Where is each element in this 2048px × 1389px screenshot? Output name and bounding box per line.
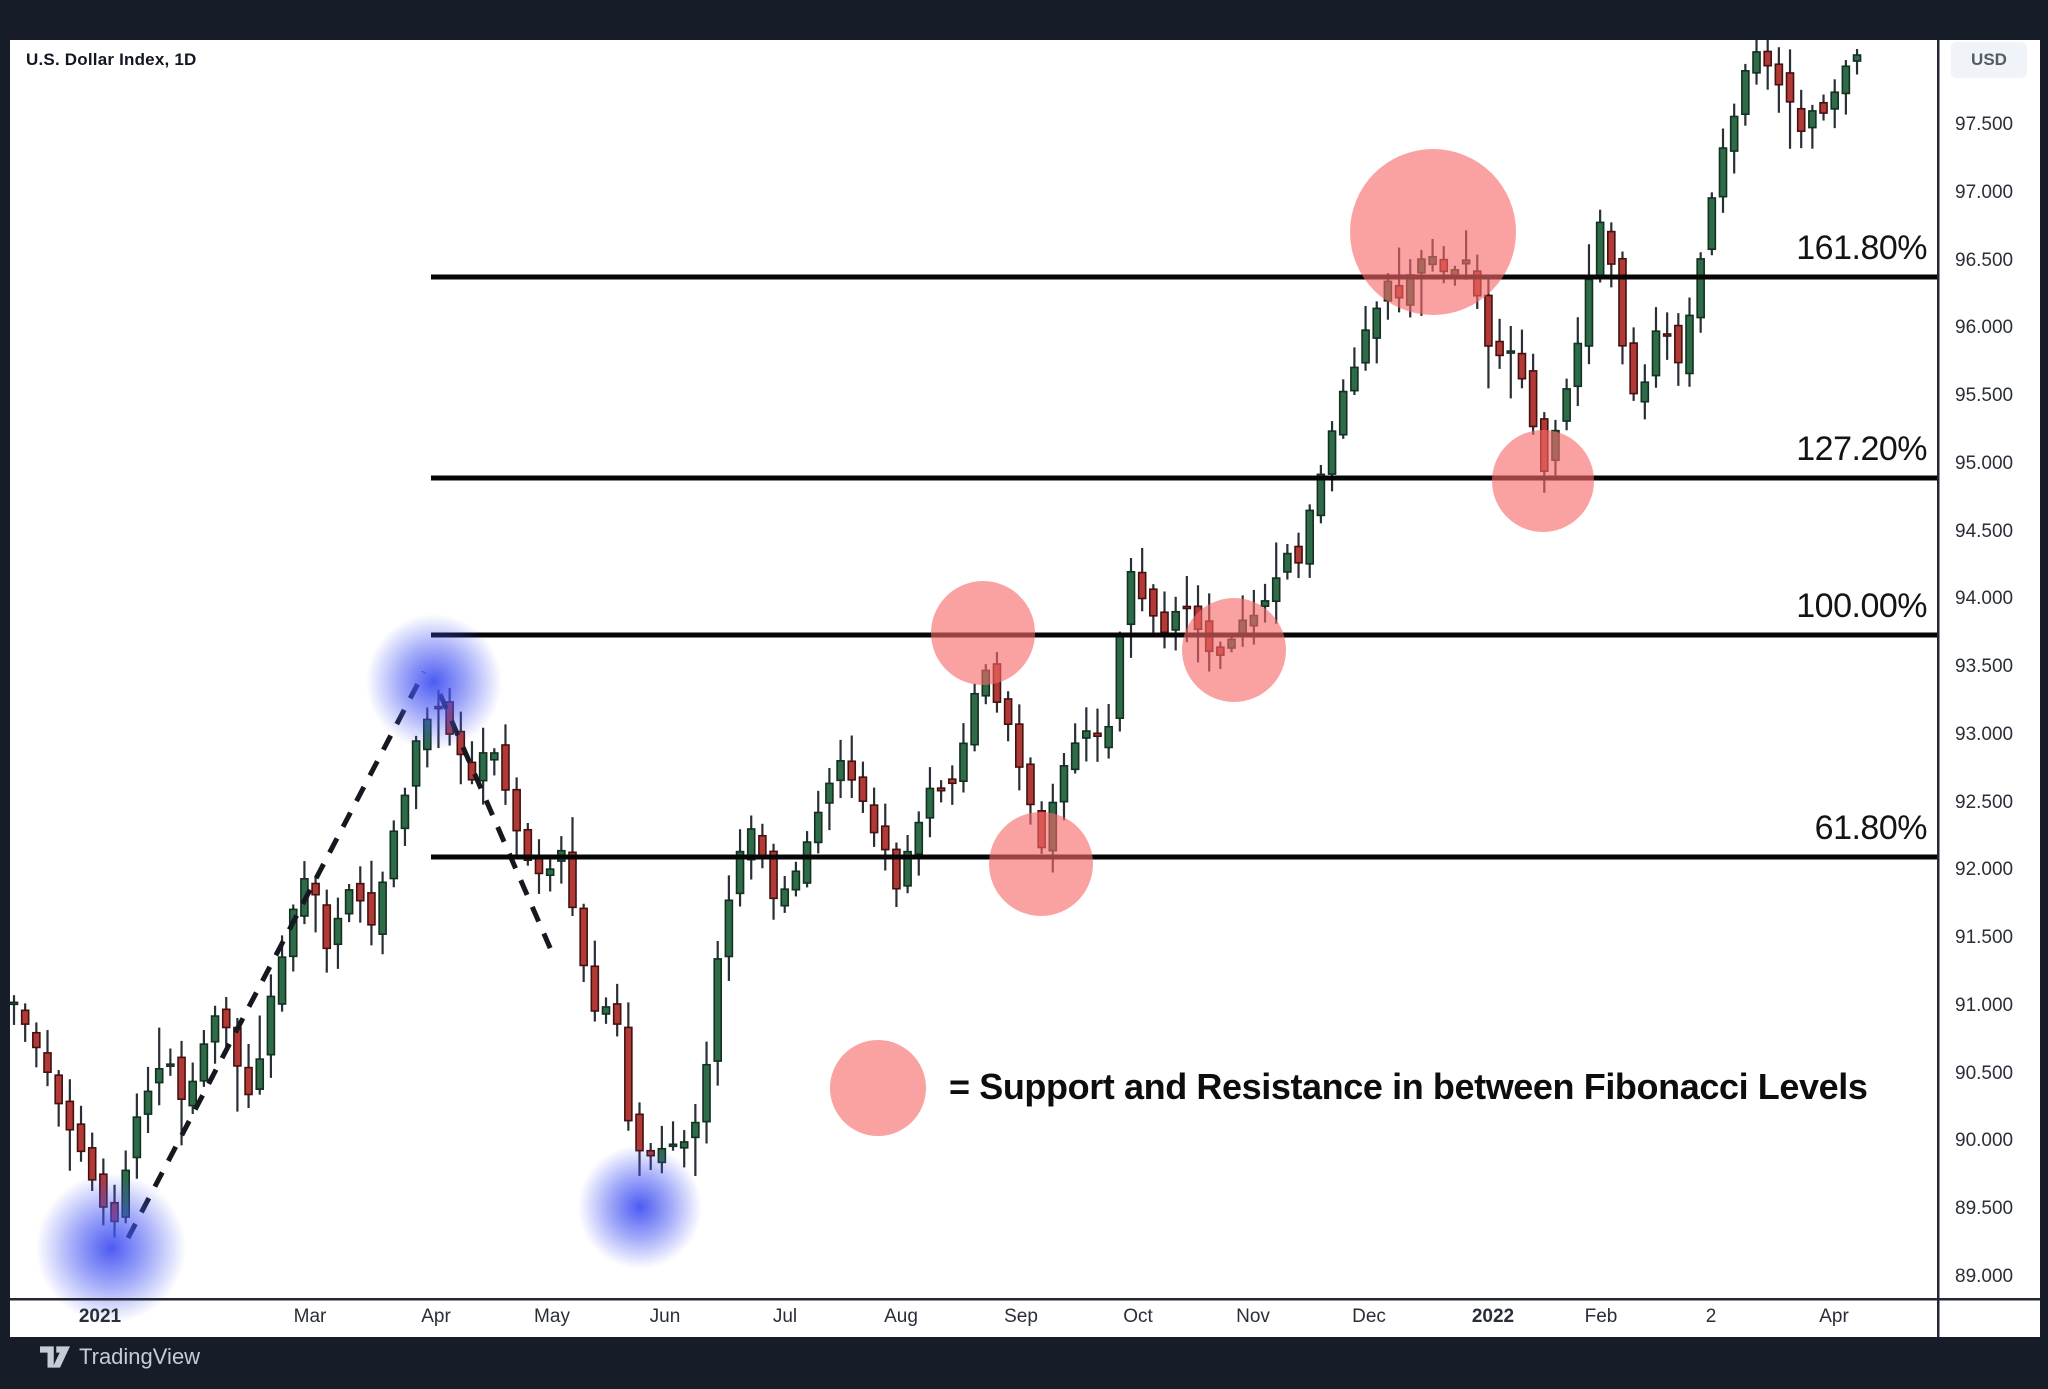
dashed-trendline[interactable] xyxy=(437,693,554,951)
price-tick-label: 89.000 xyxy=(1955,1265,2014,1287)
time-tick-label: Dec xyxy=(1352,1306,1386,1327)
price-tick-label: 90.500 xyxy=(1955,1062,2014,1084)
candles-layer xyxy=(10,40,1862,1240)
price-tick-label: 97.000 xyxy=(1955,181,2014,203)
price-axis-separator xyxy=(1937,40,1940,1337)
time-tick-label: Jul xyxy=(772,1306,798,1327)
symbol-title[interactable]: U.S. Dollar Index, 1D xyxy=(26,50,197,69)
time-tick-label: Mar xyxy=(293,1306,327,1327)
price-tick-label: 96.000 xyxy=(1955,317,2014,339)
price-tick-label: 91.000 xyxy=(1955,994,2014,1016)
legend-text: = Support and Resistance in between Fibo… xyxy=(949,1066,1868,1107)
price-tick-label: 93.000 xyxy=(1955,723,2014,745)
highlight-glow xyxy=(36,1173,186,1323)
price-tick-label: 92.000 xyxy=(1955,859,2014,881)
tradingview-logo-text: TradingView xyxy=(79,1344,201,1369)
price-tick-label: 92.500 xyxy=(1955,791,2014,813)
fib-level-label: 161.80% xyxy=(1796,229,1927,267)
sr-circle[interactable] xyxy=(1492,430,1594,532)
price-tick-label: 94.000 xyxy=(1955,588,2014,610)
price-tick-label: 96.500 xyxy=(1955,249,2014,271)
time-tick-label: Oct xyxy=(1123,1306,1153,1327)
currency-badge[interactable]: USD xyxy=(1951,42,2027,78)
time-tick-label: Apr xyxy=(421,1306,451,1327)
legend-circle-swatch xyxy=(830,1040,926,1136)
sr-circle[interactable] xyxy=(989,812,1093,916)
fib-level-label: 100.00% xyxy=(1796,587,1927,625)
highlight-glow xyxy=(578,1145,702,1269)
time-tick-label: 2021 xyxy=(78,1306,122,1327)
sr-circle[interactable] xyxy=(1182,598,1286,702)
price-tick-label: 89.500 xyxy=(1955,1198,2014,1219)
fib-level-label: 61.80% xyxy=(1814,809,1928,847)
time-tick-label: Jun xyxy=(649,1306,681,1327)
time-tick-label: Feb xyxy=(1584,1306,1618,1327)
price-tick-label: 95.500 xyxy=(1955,385,2014,406)
time-tick-label: 2 xyxy=(1705,1306,1717,1327)
dashed-trendline[interactable] xyxy=(125,670,427,1240)
price-tick-label: 95.000 xyxy=(1955,452,2014,474)
time-tick-label: Sep xyxy=(1004,1306,1038,1327)
time-tick-label: 2022 xyxy=(1471,1306,1515,1327)
highlight-glow xyxy=(366,614,502,750)
chart-panel xyxy=(10,40,2040,1337)
price-tick-label: 94.500 xyxy=(1955,520,2014,542)
time-tick-label: May xyxy=(534,1306,570,1327)
fib-level-label: 127.20% xyxy=(1796,430,1927,468)
price-tick-label: 91.500 xyxy=(1955,927,2014,948)
time-axis-separator xyxy=(10,1298,2040,1301)
tradingview-watermark[interactable]: TradingView xyxy=(40,1344,200,1370)
price-tick-label: 97.500 xyxy=(1955,114,2014,135)
price-tick-label: 90.000 xyxy=(1955,1130,2014,1152)
tradingview-logo-icon xyxy=(40,1346,70,1368)
time-tick-label: Nov xyxy=(1236,1306,1270,1327)
time-tick-label: Apr xyxy=(1819,1306,1849,1327)
time-tick-label: Aug xyxy=(884,1306,918,1327)
sr-circle[interactable] xyxy=(1350,149,1516,315)
price-tick-label: 93.500 xyxy=(1955,656,2014,677)
sr-circle[interactable] xyxy=(931,581,1035,685)
